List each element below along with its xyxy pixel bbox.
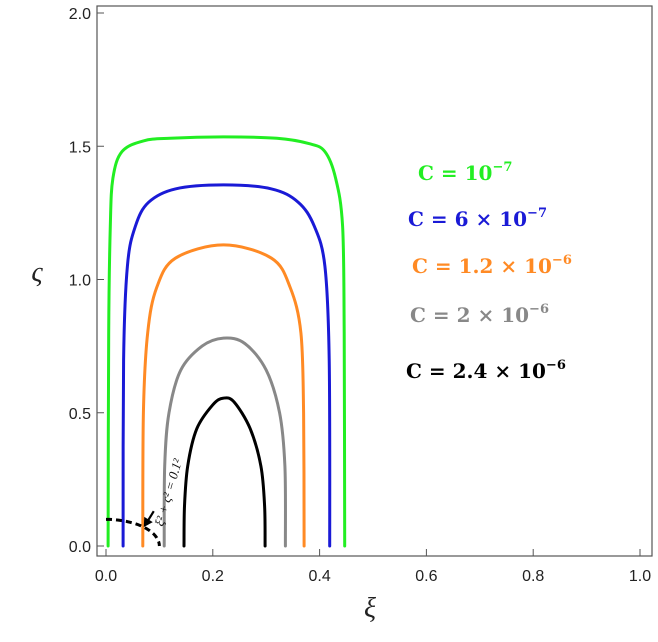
y-axis-title: ς — [31, 257, 43, 288]
y-tick-label: 1.5 — [69, 139, 91, 156]
x-tick-label: 0.6 — [415, 568, 437, 585]
series-line-4 — [162, 336, 287, 548]
y-tick-label: 0.0 — [69, 539, 91, 556]
reference-circle-line — [106, 517, 161, 547]
series-line-1 — [106, 135, 347, 548]
reference-curve-label: ξ² + ς² = 0.1² — [151, 456, 185, 528]
contour-curves — [106, 135, 347, 548]
x-tick-label: 0.0 — [95, 568, 117, 585]
y-tick-label: 0.5 — [69, 406, 91, 423]
annotation-arrowhead — [143, 516, 153, 528]
legend-entry-1: C = 10−7 — [418, 160, 512, 185]
y-tick-label: 2.0 — [69, 6, 91, 23]
x-tick-label: 1.0 — [629, 568, 651, 585]
y-tick-label: 1.0 — [69, 273, 91, 290]
x-tick-label: 0.8 — [522, 568, 544, 585]
legend-entry-5: C = 2.4 × 10−6 — [406, 358, 566, 383]
legend-entry-4: C = 2 × 10−6 — [410, 302, 549, 327]
series-line-3 — [141, 243, 306, 548]
x-tick-label: 0.4 — [308, 568, 330, 585]
series-line-5 — [182, 396, 267, 548]
reference-circle — [106, 517, 161, 547]
x-tick-label: 0.2 — [202, 568, 224, 585]
series-line-2 — [121, 183, 332, 548]
legend: C = 10−7 C = 6 × 10−7 C = 1.2 × 10−6 C = 2 … — [406, 160, 572, 383]
legend-entry-3: C = 1.2 × 10−6 — [412, 253, 572, 278]
axis-ticks: 0.0 0.2 0.4 0.6 0.8 1.0 0.0 0.5 1.0 1.5 2.0 — [69, 6, 651, 585]
x-axis-title: ξ — [364, 593, 376, 624]
plot-frame — [96, 5, 653, 557]
legend-entry-2: C = 6 × 10−7 — [408, 206, 547, 231]
